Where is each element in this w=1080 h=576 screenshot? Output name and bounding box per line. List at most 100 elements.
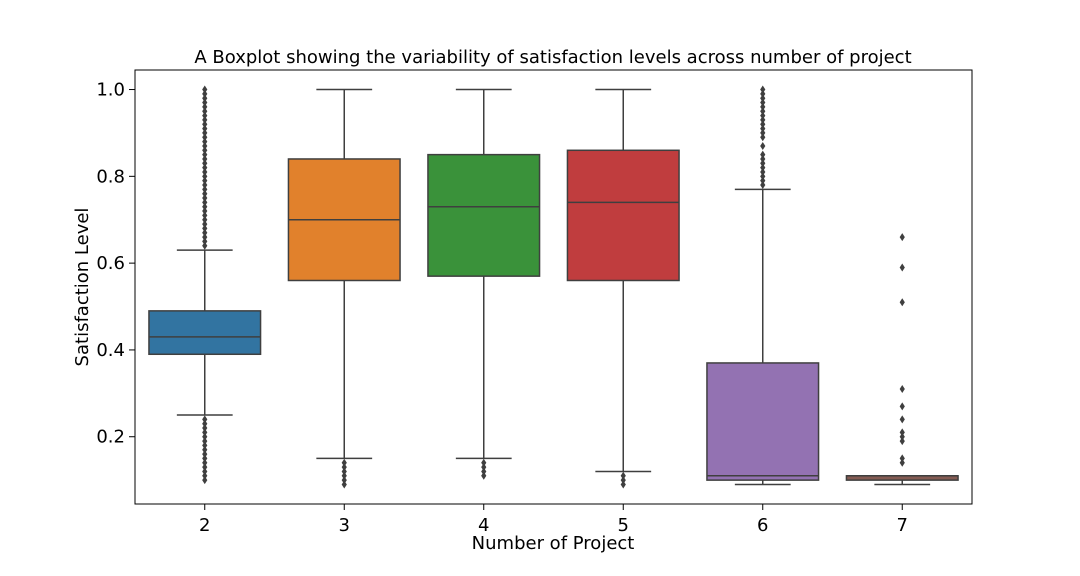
outlier-point xyxy=(202,476,208,485)
outlier-point xyxy=(202,154,208,163)
outlier-point xyxy=(760,124,766,133)
x-tick-label: 3 xyxy=(339,515,350,536)
box-group-2 xyxy=(148,85,262,485)
outlier-point xyxy=(202,424,208,433)
outlier-point xyxy=(760,85,766,94)
outlier-point xyxy=(202,85,208,94)
outlier-point xyxy=(760,141,766,150)
box xyxy=(148,310,262,356)
outlier-point xyxy=(202,163,208,172)
outlier-point xyxy=(899,454,905,463)
outlier-point xyxy=(202,463,208,472)
outlier-point xyxy=(341,480,347,489)
outlier-point xyxy=(760,102,766,111)
outlier-point xyxy=(760,111,766,120)
outlier-point xyxy=(481,458,487,467)
outlier-point xyxy=(760,94,766,103)
plot-area xyxy=(148,85,959,489)
x-tick-label: 2 xyxy=(199,515,210,536)
outlier-point xyxy=(481,463,487,472)
x-axis-label: Number of Project xyxy=(472,533,635,554)
box xyxy=(706,362,820,481)
outlier-point xyxy=(202,415,208,424)
outlier-point xyxy=(202,159,208,168)
plot-frame xyxy=(134,69,973,505)
outlier-point xyxy=(760,167,766,176)
outlier-point xyxy=(202,98,208,107)
outlier-point xyxy=(202,176,208,185)
outlier-point xyxy=(341,471,347,480)
y-tick-label: 1.0 xyxy=(96,80,125,101)
outlier-point xyxy=(202,181,208,190)
x-tick-label: 6 xyxy=(757,515,768,536)
outlier-point xyxy=(202,224,208,233)
x-tick-label: 5 xyxy=(618,515,629,536)
outlier-point xyxy=(899,263,905,272)
outlier-point xyxy=(899,437,905,446)
outlier-point xyxy=(760,89,766,98)
outlier-point xyxy=(899,402,905,411)
outlier-point xyxy=(202,437,208,446)
x-tick-label: 4 xyxy=(478,515,489,536)
outlier-point xyxy=(202,115,208,124)
outlier-point xyxy=(760,163,766,172)
box-group-3 xyxy=(287,88,401,489)
outlier-point xyxy=(899,384,905,393)
outlier-point xyxy=(899,415,905,424)
x-tick-label: 7 xyxy=(897,515,908,536)
outlier-point xyxy=(202,189,208,198)
outlier-point xyxy=(202,172,208,181)
box-group-7 xyxy=(845,233,959,486)
outlier-point xyxy=(202,445,208,454)
outlier-point xyxy=(202,94,208,103)
y-axis-label: Satisfaction Level xyxy=(72,208,93,367)
outlier-point xyxy=(760,181,766,190)
outlier-point xyxy=(760,159,766,168)
outlier-point xyxy=(341,476,347,485)
y-tick-label: 0.8 xyxy=(96,166,125,187)
outlier-point xyxy=(760,154,766,163)
outlier-point xyxy=(341,463,347,472)
outlier-point xyxy=(760,172,766,181)
outlier-point xyxy=(202,454,208,463)
outlier-point xyxy=(760,98,766,107)
outlier-point xyxy=(202,107,208,116)
outlier-point xyxy=(341,467,347,476)
outlier-point xyxy=(760,128,766,137)
y-tick-label: 0.2 xyxy=(96,427,125,448)
outlier-point xyxy=(202,241,208,250)
box xyxy=(427,153,541,277)
outlier-point xyxy=(202,111,208,120)
outlier-point xyxy=(202,133,208,142)
outlier-point xyxy=(202,141,208,150)
outlier-point xyxy=(481,471,487,480)
outlier-point xyxy=(760,176,766,185)
chart-title: A Boxplot showing the variability of sat… xyxy=(194,47,911,68)
outlier-point xyxy=(899,233,905,242)
outlier-point xyxy=(202,146,208,155)
outlier-point xyxy=(202,211,208,220)
box-group-5 xyxy=(566,88,680,489)
outlier-point xyxy=(202,450,208,459)
outlier-point xyxy=(202,215,208,224)
outlier-point xyxy=(760,107,766,116)
outlier-point xyxy=(202,102,208,111)
outlier-point xyxy=(202,185,208,194)
outlier-point xyxy=(202,198,208,207)
outlier-point xyxy=(760,115,766,124)
outlier-point xyxy=(760,120,766,129)
outlier-point xyxy=(202,167,208,176)
outlier-point xyxy=(620,480,626,489)
outlier-point xyxy=(202,419,208,428)
box-group-4 xyxy=(427,88,541,480)
box xyxy=(566,149,680,282)
outlier-point xyxy=(202,128,208,137)
outlier-point xyxy=(899,432,905,441)
outlier-point xyxy=(481,467,487,476)
outlier-point xyxy=(202,432,208,441)
y-tick-label: 0.6 xyxy=(96,253,125,274)
outlier-point xyxy=(202,220,208,229)
outlier-point xyxy=(341,458,347,467)
outlier-point xyxy=(202,124,208,133)
